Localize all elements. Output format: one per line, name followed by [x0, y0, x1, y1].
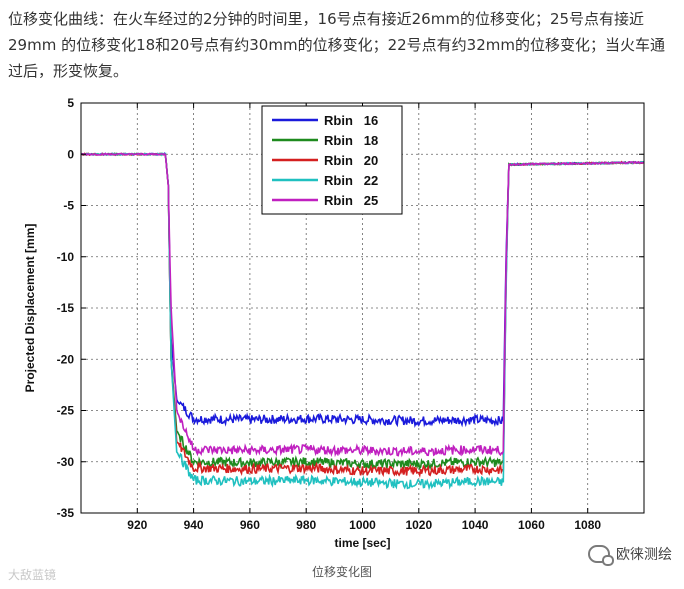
x-tick-label: 1020 — [405, 518, 432, 532]
displacement-chart: 920 940 960 980 1000 1020 1040 1060 1080 5 0 -5 -10 -… — [18, 92, 666, 554]
y-tick-label: -30 — [57, 455, 75, 469]
x-axis-title: time [sec] — [334, 536, 390, 550]
y-tick-label: -25 — [57, 404, 75, 418]
intro-paragraph: 位移变化曲线：在火车经过的2分钟的时间里，16号点有接近26mm的位移变化；25… — [8, 10, 665, 80]
x-tick-label: 960 — [240, 518, 260, 532]
series-line-5 — [80, 152, 645, 458]
x-tick-label: 980 — [296, 518, 316, 532]
legend-label: Rbin 16 — [324, 113, 378, 128]
y-tick-label: -15 — [57, 301, 75, 315]
y-tick-label: -35 — [57, 506, 75, 520]
y-tick-label: -5 — [63, 199, 74, 213]
y-axis-title: Projected Displacement [mm] — [23, 224, 37, 393]
watermark-right-text: 欧徕测绘 — [616, 547, 672, 563]
x-tick-label: 1000 — [349, 518, 376, 532]
legend-label: Rbin 22 — [324, 173, 378, 188]
x-tick-label: 1040 — [462, 518, 489, 532]
x-tick-label: 1080 — [574, 518, 601, 532]
wechat-icon — [588, 545, 614, 566]
figure-caption: 位移变化图 — [311, 565, 372, 579]
x-tick-label: 1060 — [518, 518, 545, 532]
watermark-left: 大敌蓝镜 — [8, 568, 57, 582]
legend-label: Rbin 20 — [324, 153, 378, 168]
y-tick-label: -10 — [57, 250, 75, 264]
chart-svg: 920 940 960 980 1000 1020 1040 1060 1080 5 0 -5 -10 -… — [23, 96, 645, 550]
series-layer — [80, 152, 645, 491]
y-tick-label: 5 — [67, 96, 74, 110]
x-tick-label: 940 — [184, 518, 204, 532]
legend-label: Rbin 25 — [324, 193, 378, 208]
watermark-right: 欧徕测绘 — [588, 544, 672, 566]
tick-layer: 920 940 960 980 1000 1020 1040 1060 1080 5 0 -5 -10 -… — [57, 96, 644, 532]
x-tick-label: 920 — [127, 518, 147, 532]
legend-label: Rbin 18 — [324, 133, 378, 148]
y-tick-label: 0 — [67, 147, 74, 161]
legend: Rbin 16 Rbin 18 Rbin 20 Rbin 22 Rbin 25 — [261, 105, 403, 215]
y-tick-label: -20 — [57, 352, 75, 366]
